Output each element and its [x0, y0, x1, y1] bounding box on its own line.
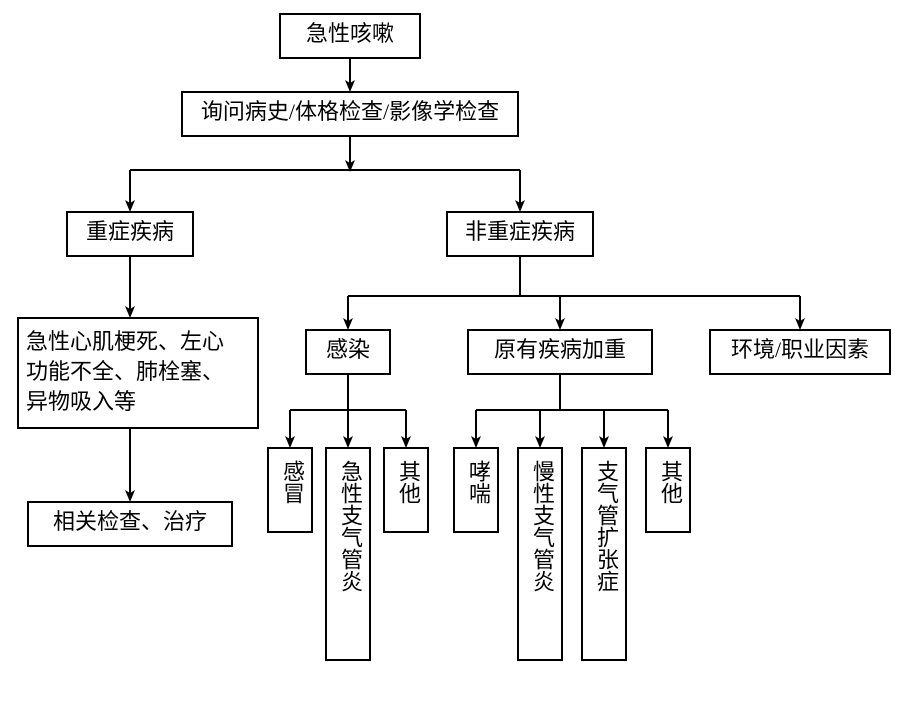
node-asthma-label: 哮喘 [466, 460, 491, 504]
node-severe-list: 急性心肌梗死、左心 功能不全、肺栓塞、 异物吸入等 [18, 318, 258, 428]
node-severe: 重症疾病 [67, 212, 193, 256]
node-env-label: 环境/职业因素 [731, 337, 869, 362]
node-w-other-label: 其他 [658, 460, 683, 504]
severe-list-line2: 功能不全、肺栓塞、 [26, 359, 224, 384]
node-cold: 感冒 [268, 448, 312, 532]
node-infection: 感染 [306, 330, 390, 374]
severe-list-line3: 异物吸入等 [26, 389, 136, 414]
node-chronic: 慢性支气管炎 [518, 448, 562, 660]
node-acute-label: 急性支气管炎 [338, 460, 363, 592]
node-bronch-label: 支气管扩张症 [594, 460, 619, 592]
node-worsening-label: 原有疾病加重 [494, 337, 626, 362]
flowchart-canvas: 急性咳嗽 询问病史/体格检查/影像学检查 重症疾病 非重症疾病 急性心肌梗死、左… [0, 0, 924, 710]
node-worsening: 原有疾病加重 [468, 330, 652, 374]
node-nonsevere-label: 非重症疾病 [465, 219, 575, 244]
node-inf-other: 其他 [384, 448, 428, 532]
node-cold-label: 感冒 [280, 460, 305, 504]
node-w-other: 其他 [646, 448, 690, 532]
node-bronch: 支气管扩张症 [582, 448, 626, 660]
node-env: 环境/职业因素 [710, 330, 890, 374]
node-inf-other-label: 其他 [396, 460, 421, 504]
node-followup: 相关检查、治疗 [28, 502, 232, 546]
node-exam: 询问病史/体格检查/影像学检查 [182, 92, 518, 136]
node-asthma: 哮喘 [454, 448, 498, 532]
node-exam-label: 询问病史/体格检查/影像学检查 [201, 99, 499, 124]
node-acute: 急性支气管炎 [326, 448, 370, 660]
node-root-label: 急性咳嗽 [306, 21, 394, 46]
severe-list-line1: 急性心肌梗死、左心 [26, 329, 224, 354]
node-root: 急性咳嗽 [280, 14, 420, 58]
node-nonsevere: 非重症疾病 [447, 212, 593, 256]
node-followup-label: 相关检查、治疗 [53, 509, 207, 534]
node-infection-label: 感染 [326, 337, 370, 362]
node-chronic-label: 慢性支气管炎 [530, 460, 555, 592]
node-severe-label: 重症疾病 [86, 219, 174, 244]
